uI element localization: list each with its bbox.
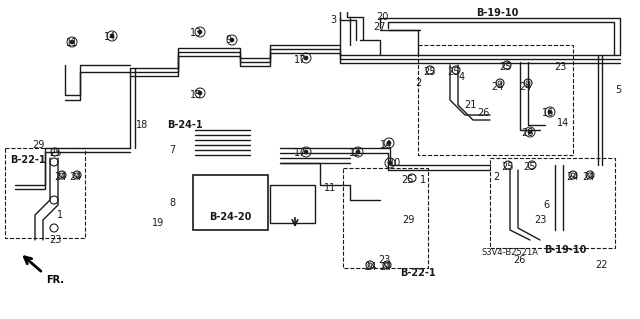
Text: 24: 24 <box>566 172 578 182</box>
Circle shape <box>548 110 552 114</box>
Text: 8: 8 <box>169 198 175 208</box>
Text: 13: 13 <box>190 28 202 38</box>
Bar <box>270 185 315 223</box>
Text: 14: 14 <box>380 140 392 150</box>
Text: 25: 25 <box>448 67 460 77</box>
Text: 12: 12 <box>349 148 361 158</box>
Text: 26: 26 <box>513 255 525 265</box>
Circle shape <box>198 30 202 34</box>
Text: 29: 29 <box>402 215 414 225</box>
Text: 4: 4 <box>459 72 465 82</box>
Text: 5: 5 <box>615 85 621 95</box>
Circle shape <box>230 38 234 42</box>
Bar <box>490 158 615 248</box>
Text: 23: 23 <box>49 235 61 245</box>
Bar <box>5 148 85 238</box>
Text: 25: 25 <box>424 67 436 77</box>
Text: B-19-10: B-19-10 <box>544 245 586 255</box>
Text: 24: 24 <box>582 172 594 182</box>
Bar <box>343 168 428 268</box>
Text: 22: 22 <box>596 260 608 270</box>
Text: 25: 25 <box>49 148 61 158</box>
Text: 24: 24 <box>491 82 503 92</box>
Text: S3V4-B2521A: S3V4-B2521A <box>481 248 538 257</box>
Text: 11: 11 <box>66 38 78 48</box>
Text: B-19-10: B-19-10 <box>476 8 518 18</box>
Text: 10: 10 <box>389 158 401 168</box>
Text: 16: 16 <box>542 108 554 118</box>
Circle shape <box>304 150 308 154</box>
Text: 19: 19 <box>152 218 164 228</box>
Text: 21: 21 <box>464 100 476 110</box>
Text: 24: 24 <box>54 172 66 182</box>
Text: 18: 18 <box>136 120 148 130</box>
Text: FR.: FR. <box>46 275 64 285</box>
Text: 9: 9 <box>225 35 231 45</box>
Text: 7: 7 <box>169 145 175 155</box>
Circle shape <box>70 40 74 44</box>
Circle shape <box>528 130 532 134</box>
Circle shape <box>110 34 114 38</box>
Text: 17: 17 <box>294 55 306 65</box>
Text: 2: 2 <box>415 78 421 88</box>
Circle shape <box>388 161 392 165</box>
Text: 11: 11 <box>324 183 336 193</box>
Text: 24: 24 <box>379 262 391 272</box>
Text: 1: 1 <box>57 210 63 220</box>
Text: 27: 27 <box>374 22 387 32</box>
Text: 15: 15 <box>190 90 202 100</box>
Text: 25: 25 <box>402 175 414 185</box>
Bar <box>418 45 573 155</box>
Text: 23: 23 <box>534 215 546 225</box>
Text: 24: 24 <box>69 172 81 182</box>
Text: 29: 29 <box>32 140 44 150</box>
Text: 14: 14 <box>104 32 116 42</box>
Text: 23: 23 <box>378 255 390 265</box>
Bar <box>193 175 268 230</box>
Text: B-22-1: B-22-1 <box>10 155 46 165</box>
Text: 26: 26 <box>477 108 489 118</box>
Circle shape <box>356 150 360 154</box>
Circle shape <box>304 56 308 60</box>
Text: 28: 28 <box>521 128 533 138</box>
Text: 24: 24 <box>364 262 376 272</box>
Text: 17: 17 <box>294 148 306 158</box>
Text: 6: 6 <box>543 200 549 210</box>
Text: 24: 24 <box>519 82 531 92</box>
Text: 25: 25 <box>500 62 512 72</box>
Text: B-24-1: B-24-1 <box>167 120 203 130</box>
Text: 25: 25 <box>524 162 536 172</box>
Text: 2: 2 <box>493 172 499 182</box>
Text: B-22-1: B-22-1 <box>400 268 436 278</box>
Text: 14: 14 <box>557 118 569 128</box>
Text: 23: 23 <box>554 62 566 72</box>
Text: 20: 20 <box>376 12 388 22</box>
Text: B-24-20: B-24-20 <box>209 212 251 222</box>
Circle shape <box>198 91 202 95</box>
Text: 25: 25 <box>502 162 515 172</box>
Text: 3: 3 <box>330 15 336 25</box>
Text: 1: 1 <box>420 175 426 185</box>
Circle shape <box>387 141 391 145</box>
